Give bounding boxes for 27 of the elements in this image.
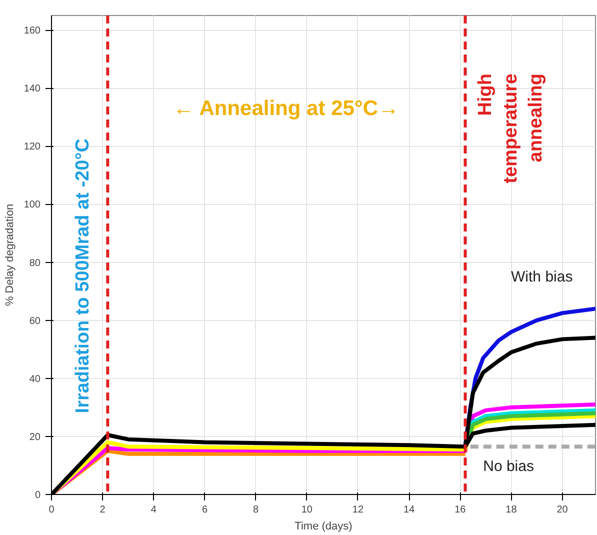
series-label: No bias	[483, 458, 534, 476]
x-tick-label: 20	[556, 504, 568, 516]
x-tick-label: 0	[48, 504, 55, 516]
ref-line-label: Irradiation to 500Mrad at -20°C	[72, 138, 94, 414]
ref-line-label: High temperature annealing	[475, 74, 547, 184]
x-axis-title: Time (days)	[294, 520, 352, 532]
x-tick-label: 12	[352, 504, 364, 516]
y-tick-label: 20	[29, 432, 41, 443]
y-tick-label: 80	[29, 258, 41, 269]
y-tick-label: 40	[29, 374, 41, 385]
x-tick-label: 14	[403, 504, 416, 516]
x-tick-label: 4	[150, 504, 157, 516]
annotation: With bias	[511, 268, 573, 286]
x-tick-label: 16	[454, 504, 466, 516]
annotation: ← Annealing at 25°C→	[173, 96, 399, 120]
x-tick-label: 8	[253, 504, 260, 516]
x-tick-label: 10	[301, 504, 313, 516]
x-tick-label: 2	[100, 504, 106, 516]
x-tick-label: 6	[202, 504, 208, 516]
y-tick-label: 100	[24, 200, 41, 211]
y-tick-label: 160	[24, 26, 41, 37]
x-tick-label: 18	[506, 504, 518, 516]
y-tick-label: 140	[24, 84, 41, 95]
y-tick-label: 0	[34, 490, 41, 501]
y-tick-label: 60	[29, 316, 41, 327]
y-axis-title: % Delay degradation	[4, 204, 16, 306]
y-tick-label: 120	[24, 142, 41, 153]
